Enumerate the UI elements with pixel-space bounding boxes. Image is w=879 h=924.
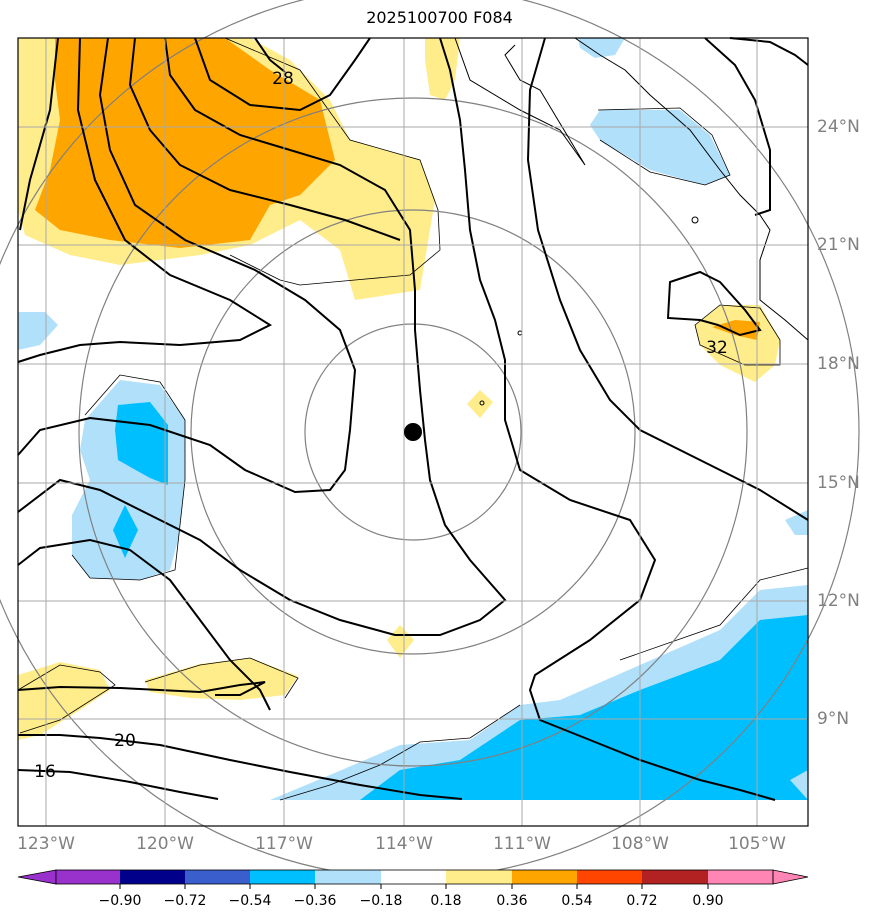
- lat-label-12n: 12°N: [817, 591, 860, 611]
- shade-orange-nw: [35, 38, 335, 248]
- lon-label-108w: 108°W: [611, 834, 669, 854]
- shade-yellow-sw: [18, 662, 110, 740]
- lon-label-111w: 111°W: [493, 834, 551, 854]
- shade-orange-east: [712, 320, 760, 340]
- shade-blue-se: [360, 615, 808, 800]
- lon-label-117w: 117°W: [255, 834, 313, 854]
- colorbar-extend-high: [772, 869, 809, 885]
- map-frame: [17, 37, 809, 827]
- lat-label-9n: 9°N: [817, 709, 850, 729]
- contour-label-28: 28: [272, 69, 294, 89]
- map-title: 2025100700 F084: [366, 8, 513, 27]
- lat-label-15n: 15°N: [817, 473, 860, 493]
- shade-blue-west-2: [113, 505, 138, 558]
- shaded-anomaly-field: [18, 38, 808, 800]
- colorbar-tick-label: 0.36: [496, 893, 528, 909]
- shade-lightblue-ne: [590, 110, 730, 185]
- colorbar-tick-label: −0.72: [163, 893, 207, 909]
- lat-label-18n: 18°N: [817, 354, 860, 374]
- bold-contours: [17, 37, 809, 801]
- colorbar: [17, 869, 809, 889]
- thin-contours: [17, 37, 809, 801]
- contour-label-20: 20: [114, 731, 136, 751]
- lat-label-24n: 24°N: [817, 117, 860, 137]
- colorbar-tick-label: −0.90: [98, 893, 142, 909]
- colorbar-tick-label: 0.90: [692, 893, 724, 909]
- colorbar-tick-label: −0.18: [359, 893, 403, 909]
- shade-yellow-sw2: [145, 658, 298, 700]
- graticule: [18, 38, 808, 826]
- colorbar-tick-label: −0.36: [293, 893, 337, 909]
- shade-yellow-diamond-2: [387, 625, 414, 658]
- lon-label-123w: 123°W: [17, 834, 75, 854]
- lat-label-21n: 21°N: [817, 235, 860, 255]
- lon-label-114w: 114°W: [375, 834, 433, 854]
- colorbar-tick-label: 0.18: [430, 893, 462, 909]
- colorbar-extend-low: [17, 869, 57, 885]
- contour-label-16: 16: [34, 762, 56, 782]
- shade-lightblue-top: [578, 38, 625, 58]
- shade-lightblue-west-edge: [18, 312, 58, 350]
- lon-label-120w: 120°W: [136, 834, 194, 854]
- colorbar-tick-label: 0.54: [561, 893, 593, 909]
- lon-label-105w: 105°W: [728, 834, 786, 854]
- storm-center-marker: [404, 423, 422, 441]
- coastline: [454, 37, 809, 406]
- shade-yellow-top: [425, 38, 460, 100]
- colorbar-tick-label: 0.72: [626, 893, 658, 909]
- contour-label-32: 32: [706, 338, 728, 358]
- colorbar-tick-label: −0.54: [228, 893, 272, 909]
